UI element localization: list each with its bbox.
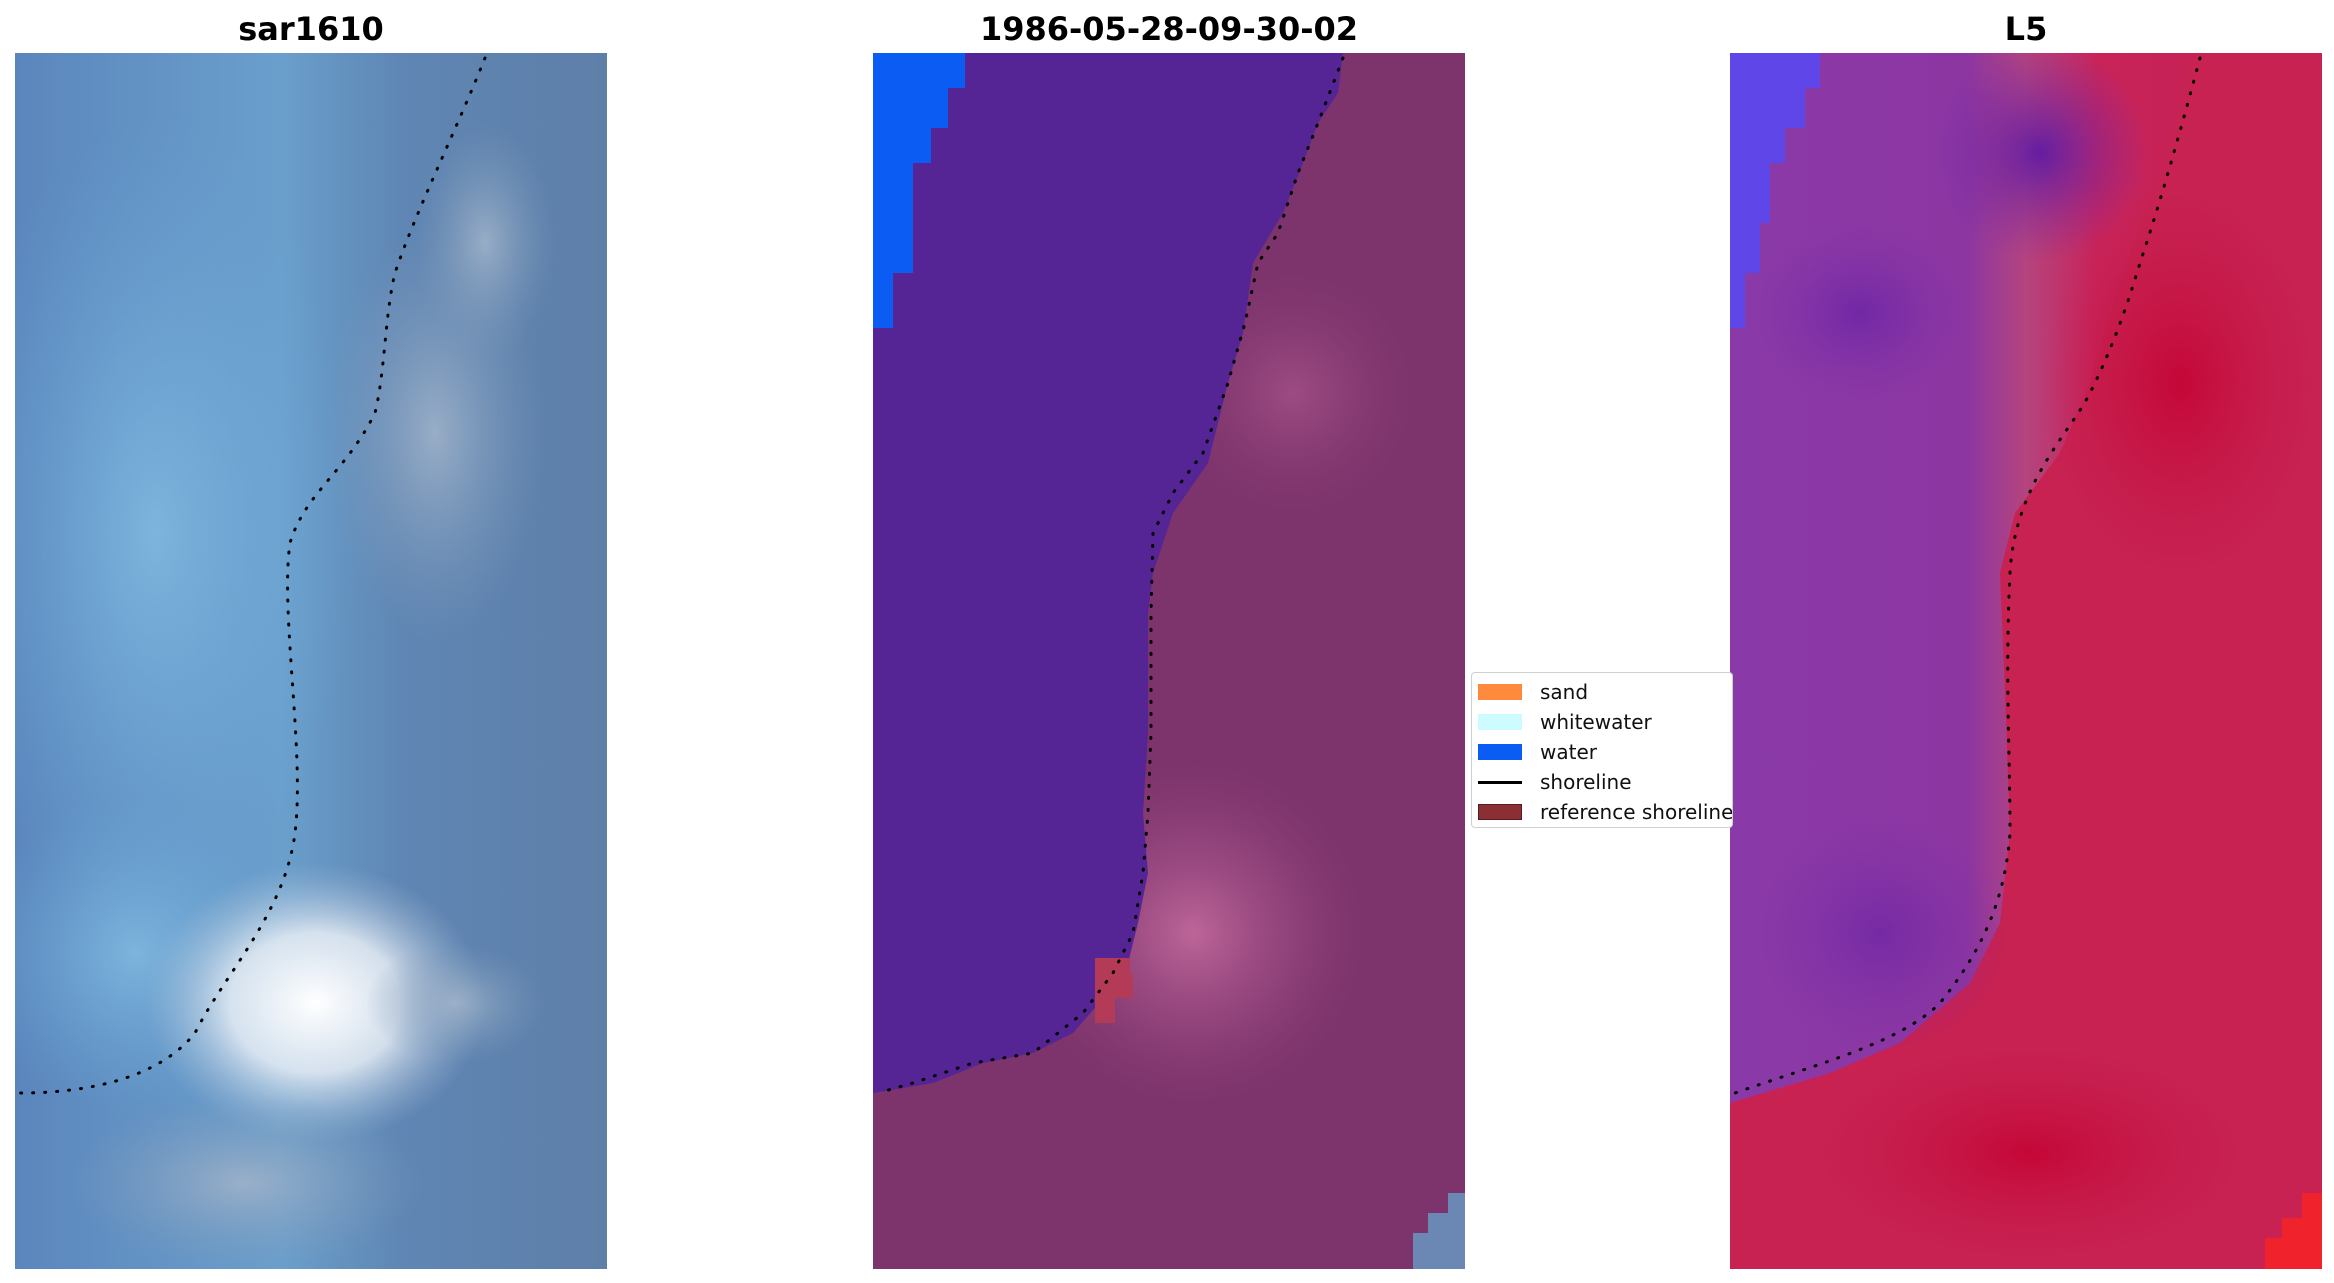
reference-shoreline-swatch (1478, 804, 1522, 820)
classification-image (873, 53, 1465, 1269)
legend-item-water: water (1478, 737, 1732, 764)
rgb-image-panel (15, 53, 607, 1269)
rgb-image (15, 53, 607, 1269)
sand-swatch (1478, 684, 1522, 700)
panel-title-date: 1986-05-28-09-30-02 (979, 10, 1359, 48)
legend-item-reference-shoreline: reference shoreline (1478, 797, 1732, 824)
legend-label-water: water (1540, 740, 1597, 764)
water-class-region (873, 53, 1343, 1093)
legend-label-reference-shoreline: reference shoreline (1540, 800, 1733, 824)
index-panel (1730, 53, 2322, 1269)
index-image (1730, 53, 2322, 1269)
classification-panel (873, 53, 1465, 1269)
legend-label-shoreline: shoreline (1540, 770, 1632, 794)
panel-title-sar1610: sar1610 (238, 10, 384, 48)
water-swatch (1478, 744, 1522, 760)
legend-item-whitewater: whitewater (1478, 707, 1732, 734)
legend: sand whitewater water shoreline referenc… (1471, 672, 1733, 828)
legend-label-sand: sand (1540, 680, 1589, 704)
shoreline-line-icon (1478, 781, 1522, 784)
legend-item-sand: sand (1478, 677, 1732, 704)
whitewater-swatch (1478, 714, 1522, 730)
water-patch (873, 53, 965, 328)
legend-item-shoreline: shoreline (1478, 767, 1732, 794)
panel-title-l5: L5 (2004, 10, 2048, 48)
legend-label-whitewater: whitewater (1540, 710, 1652, 734)
